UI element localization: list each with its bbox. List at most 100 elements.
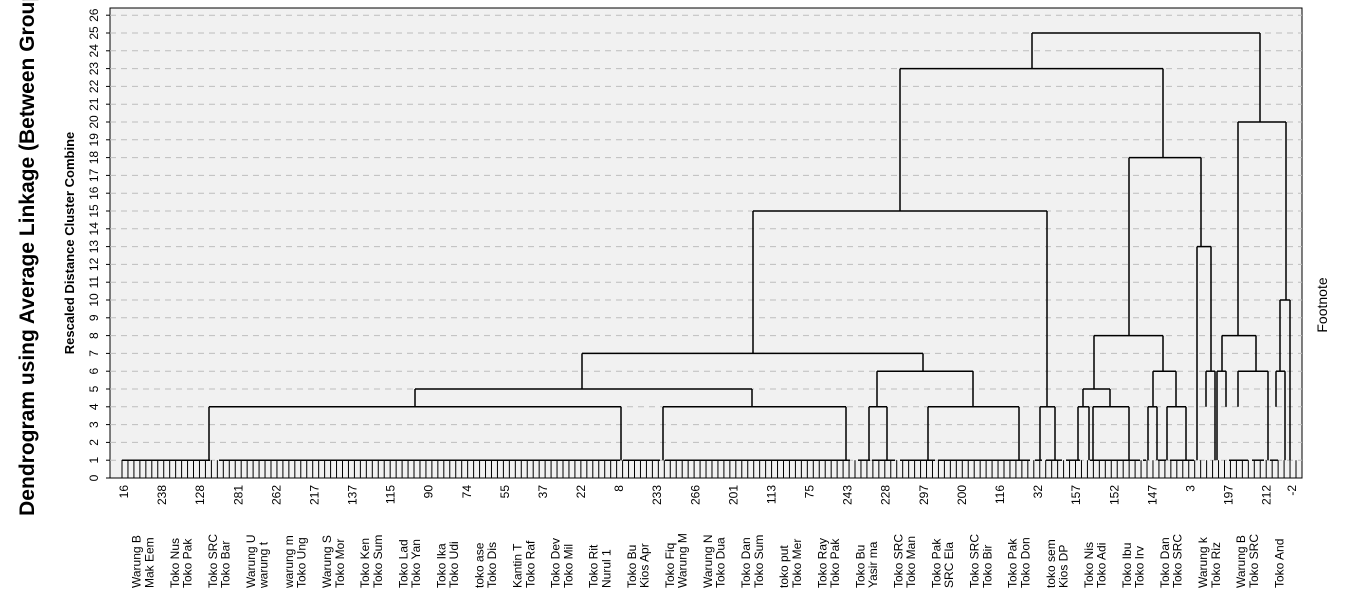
footnote: Footnote — [1314, 277, 1330, 332]
leaf-label: Toko Bar — [219, 541, 233, 588]
y-tick-label: 1 — [87, 457, 101, 464]
leaf-label: -2 — [1285, 485, 1299, 496]
leaf-label: Warung k — [1196, 536, 1210, 588]
y-tick-label: 12 — [87, 257, 101, 271]
leaf-label: Toko Mor — [333, 539, 347, 588]
leaf-label: 262 — [269, 485, 283, 505]
leaf-label: Warung S — [320, 535, 334, 588]
y-tick-label: 4 — [87, 403, 101, 410]
y-tick-label: 17 — [87, 168, 101, 182]
leaf-label: Toko SRC — [1171, 534, 1185, 588]
leaf-label: Toko Dua — [714, 537, 728, 588]
leaf-label: 116 — [993, 485, 1007, 504]
leaf-label: 147 — [1145, 485, 1159, 505]
y-tick-label: 7 — [87, 350, 101, 357]
y-tick-label: 13 — [87, 240, 101, 254]
leaf-label: 74 — [460, 485, 474, 499]
leaf-label: Toko SRC — [968, 534, 982, 588]
leaf-label: 75 — [803, 485, 817, 499]
y-tick-label: 9 — [87, 314, 101, 321]
leaf-label: Toko Raf — [523, 540, 537, 588]
y-tick-label: 23 — [87, 62, 101, 76]
leaf-label: Toko Sum — [752, 535, 766, 588]
leaf-label: Toko Man — [904, 536, 918, 588]
leaf-label: Warung N — [701, 534, 715, 588]
leaf-label: Kios DP — [1056, 545, 1070, 588]
leaf-brackets — [121, 459, 1297, 478]
leaf-label: Toko SRC — [1247, 534, 1261, 588]
leaf-label: Toko Pak — [1006, 538, 1020, 588]
leaf-label: Toko Pak — [180, 538, 194, 588]
leaf-label: 16 — [117, 485, 131, 499]
y-tick-label: 26 — [87, 8, 101, 22]
y-tick-label: 24 — [87, 44, 101, 58]
leaf-label: 137 — [346, 485, 360, 505]
leaf-label: 266 — [688, 485, 702, 505]
leaf-label: Toko Dan — [739, 537, 753, 588]
leaf-label: 201 — [726, 485, 740, 505]
leaf-label: 37 — [536, 485, 550, 499]
leaf-label: 200 — [955, 485, 969, 505]
leaf-label: Toko Rit — [587, 544, 601, 588]
leaf-label: 90 — [422, 485, 436, 499]
leaf-label: Toko Nis — [1082, 542, 1096, 588]
y-tick-label: 2 — [87, 439, 101, 446]
y-tick-label: 3 — [87, 421, 101, 428]
leaf-label: warung t — [257, 541, 271, 589]
y-axis-label: Rescaled Distance Cluster Combine — [62, 132, 77, 355]
leaf-label: Toko Sum — [371, 535, 385, 588]
y-tick-label: 6 — [87, 368, 101, 375]
leaf-label: Mak Eem — [142, 537, 156, 588]
y-axis-ticks: 0123456789101112131415161718192021222324… — [87, 8, 110, 481]
y-tick-label: 21 — [87, 97, 101, 111]
leaf-label: Toko Irv — [1133, 546, 1147, 588]
y-tick-label: 25 — [87, 26, 101, 40]
leaf-label: Warung U — [244, 534, 258, 588]
leaf-label: Toko Ray — [815, 538, 829, 588]
leaf-label: Toko Mil — [561, 544, 575, 588]
leaf-label: 22 — [574, 485, 588, 499]
y-tick-label: 11 — [87, 276, 101, 289]
leaf-label: Toko Adi — [1095, 543, 1109, 588]
dendrogram-links — [208, 32, 1291, 461]
chart-title: Dendrogram using Average Linkage (Betwee… — [16, 0, 39, 516]
y-tick-label: 5 — [87, 385, 101, 392]
leaf-label: Toko Dan — [1158, 537, 1172, 588]
leaf-label: 32 — [1031, 485, 1045, 499]
leaf-label: 243 — [841, 485, 855, 505]
y-tick-label: 22 — [87, 79, 101, 93]
y-tick-label: 10 — [87, 293, 101, 307]
leaf-label: Toko Pak — [828, 538, 842, 588]
leaf-label: Toko Fiq — [663, 543, 677, 588]
leaf-label: Toko Riz — [1209, 542, 1223, 588]
leaf-label: 55 — [498, 485, 512, 499]
y-tick-label: 19 — [87, 133, 101, 147]
leaf-label: 115 — [384, 485, 398, 504]
y-tick-label: 16 — [87, 186, 101, 200]
leaf-label: Toko Yan — [409, 539, 423, 588]
leaf-label: warung m — [282, 535, 296, 589]
leaf-label: Toko Udi — [447, 541, 461, 588]
leaf-label: Warung M — [676, 533, 690, 588]
leaf-label: Warung B — [1234, 535, 1248, 588]
leaf-label: 113 — [764, 485, 778, 504]
leaf-label: toko sem — [1044, 539, 1058, 588]
y-tick-label: 15 — [87, 204, 101, 218]
leaf-label: Nurul 1 — [599, 549, 613, 588]
leaf-label: Toko Bu — [625, 545, 639, 588]
leaf-label: 197 — [1222, 485, 1236, 505]
leaf-label: Warung B — [130, 535, 144, 588]
leaf-label: Yasir ma — [866, 541, 880, 588]
y-tick-label: 0 — [87, 474, 101, 481]
leaf-label: 157 — [1069, 485, 1083, 505]
leaf-label: 297 — [917, 485, 931, 505]
leaf-label: 217 — [307, 485, 321, 505]
leaf-label: toko put — [777, 545, 791, 588]
leaf-label: Toko Ung — [295, 537, 309, 588]
leaf-label: 281 — [231, 485, 245, 505]
y-tick-label: 18 — [87, 151, 101, 165]
y-tick-label: 20 — [87, 115, 101, 129]
leaf-label: 3 — [1183, 485, 1197, 492]
leaf-label: Toko SRC — [206, 534, 220, 588]
